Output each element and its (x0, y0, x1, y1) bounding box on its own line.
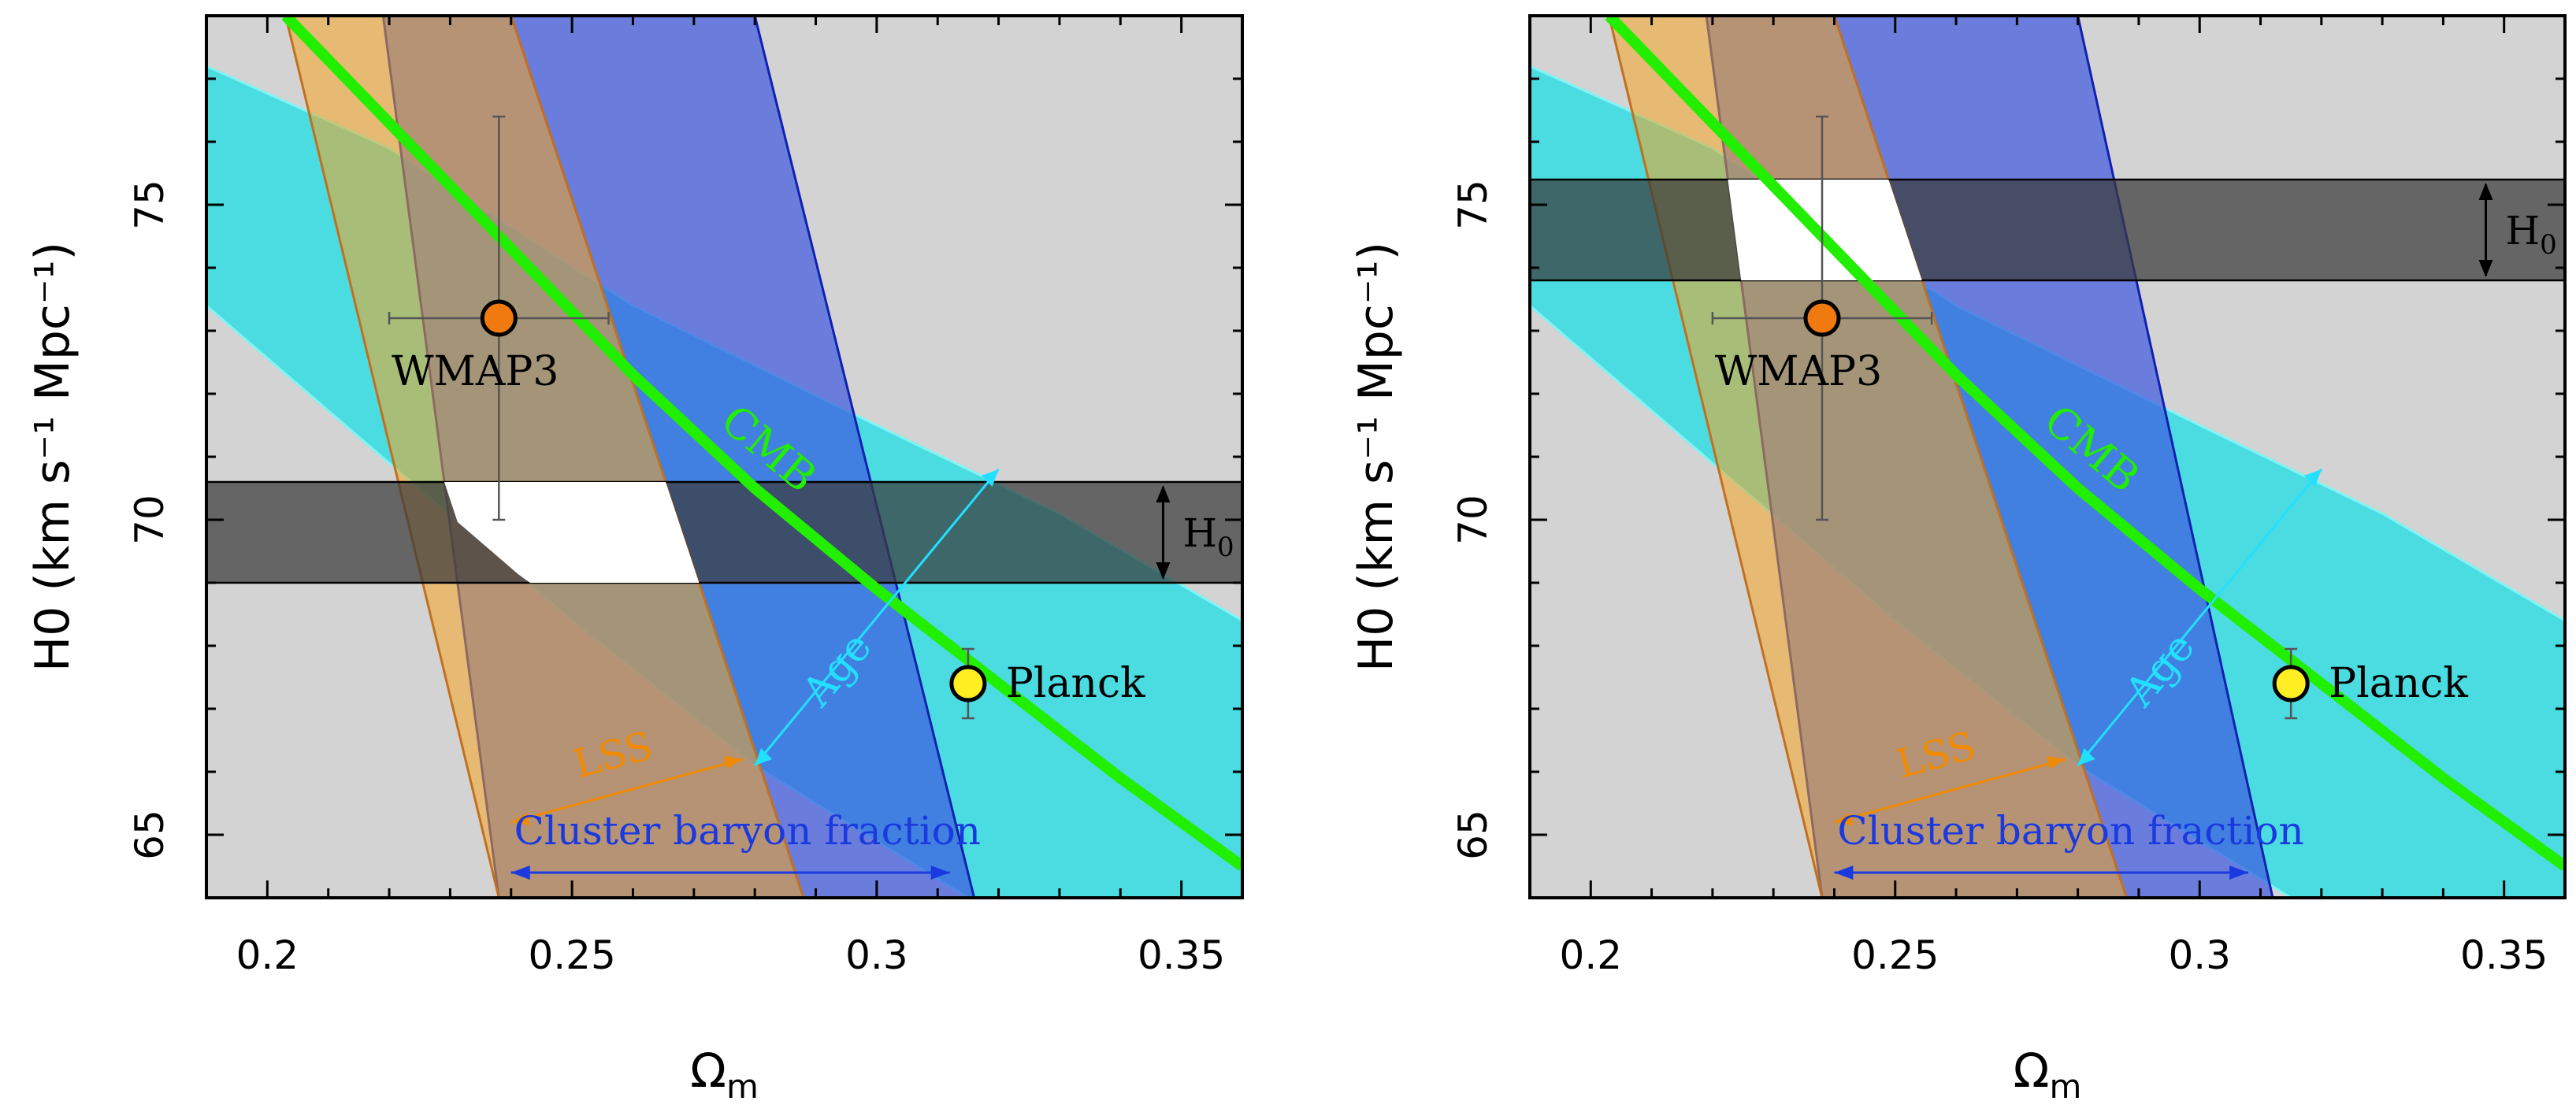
point-planck: Planck (949, 647, 1145, 720)
lss-arrow (510, 758, 744, 824)
cmb-curve (281, 16, 1242, 871)
age-arrowhead (981, 469, 999, 487)
cluster-arrowhead (930, 866, 950, 880)
ticks (205, 14, 1244, 899)
x-tick-label: 0.3 (845, 932, 908, 978)
point-label: Planck (2329, 660, 2468, 707)
marker (1803, 299, 1841, 337)
age-arrowhead (2077, 748, 2095, 765)
marker (2272, 665, 2310, 702)
marker (480, 299, 518, 337)
point-label: Planck (1006, 660, 1145, 707)
x-tick-label: 0.25 (528, 932, 615, 978)
y-axis-title: H0 (km s⁻¹ Mpc⁻¹) (1349, 242, 1404, 672)
h0-band (206, 480, 1242, 584)
y-tick-label: 70 (1450, 495, 1496, 545)
point-wmap3: WMAP3 (388, 115, 610, 521)
x-tick-label: 0.3 (2168, 932, 2231, 978)
y-tick-label: 75 (127, 180, 173, 230)
age-arrowhead (2303, 469, 2322, 487)
y-tick-label: 65 (127, 810, 173, 860)
lss-arrowhead (510, 813, 530, 825)
lss-arrowhead (723, 756, 743, 769)
marker (949, 665, 987, 702)
lss-band (284, 16, 805, 898)
y-tick-label: 65 (1450, 810, 1496, 860)
x-axis-title: Ωm (690, 1043, 759, 1106)
cluster-arrowhead (2229, 866, 2249, 880)
overlap-region (444, 482, 700, 583)
cluster-label: Cluster baryon fraction (514, 808, 981, 854)
cluster-label: Cluster baryon fraction (1837, 808, 2303, 854)
overlap-region (1728, 180, 1922, 280)
lss-arrow (1834, 758, 2066, 824)
h0-arrowhead (2478, 183, 2493, 200)
h0-label-subscript: 0 (2540, 229, 2557, 261)
point-label: WMAP3 (1715, 348, 1882, 395)
ticks (1528, 14, 2567, 899)
x-tick-label: 0.25 (1851, 932, 1939, 978)
x-tick-label: 0.2 (236, 932, 299, 978)
cluster-arrowhead (1834, 866, 1854, 880)
x-axis-title-subscript: m (726, 1067, 759, 1106)
x-axis-title: Ωm (2014, 1043, 2082, 1106)
age-arrow (754, 469, 1000, 766)
h0-arrowhead (1156, 562, 1171, 580)
x-tick-label: 0.2 (1560, 932, 1623, 978)
age-arrowhead (755, 748, 773, 765)
point-label: WMAP3 (392, 348, 559, 395)
y-tick-label: 75 (1450, 180, 1496, 230)
h0-label-subscript: 0 (1217, 532, 1234, 563)
cmb-curve (1605, 16, 2565, 871)
x-tick-label: 0.35 (2460, 932, 2548, 978)
lss-arrowhead (1834, 813, 1854, 825)
y-tick-label: 70 (127, 495, 173, 545)
cluster-arrowhead (510, 866, 530, 880)
h0-arrowhead (1156, 485, 1171, 502)
x-axis-title-subscript: m (2049, 1067, 2081, 1106)
point-planck: Planck (2272, 647, 2468, 720)
h0-band (1530, 178, 2565, 282)
lss-arrowhead (2047, 756, 2066, 769)
point-wmap3: WMAP3 (1711, 115, 1933, 521)
y-axis-title: H0 (km s⁻¹ Mpc⁻¹) (25, 242, 80, 672)
x-tick-label: 0.35 (1138, 932, 1225, 978)
age-arrow (2077, 469, 2322, 766)
h0-arrowhead (2478, 260, 2493, 277)
